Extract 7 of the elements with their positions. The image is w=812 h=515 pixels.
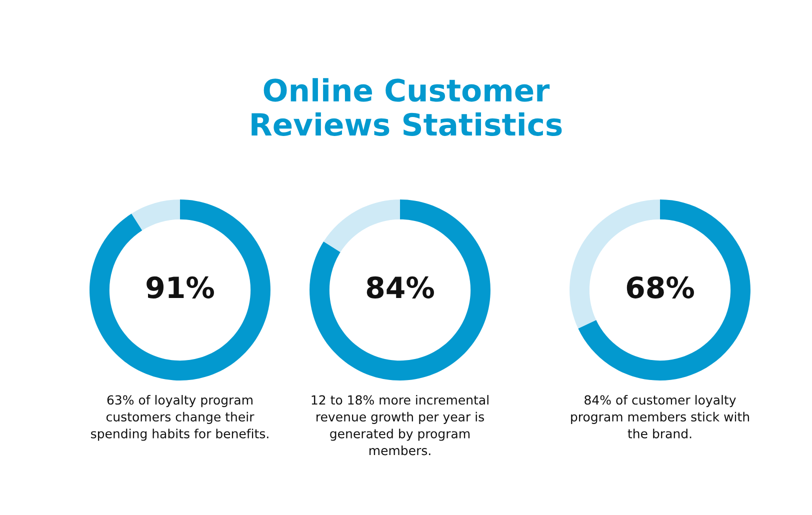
data-label: 84% <box>366 276 434 298</box>
text: 63% of loyalty program customers change their spending habits for benefits. <box>91 395 268 441</box>
text: Online Customer Reviews Statistics <box>252 78 562 136</box>
data-label: 91% <box>146 276 214 298</box>
data-label: 68% <box>626 276 694 298</box>
text: 12 to 18% more incremental revenue growth per year is generated by program members. <box>312 395 488 456</box>
text: 84% of customer loyalty program members stick with the brand. <box>571 395 749 438</box>
